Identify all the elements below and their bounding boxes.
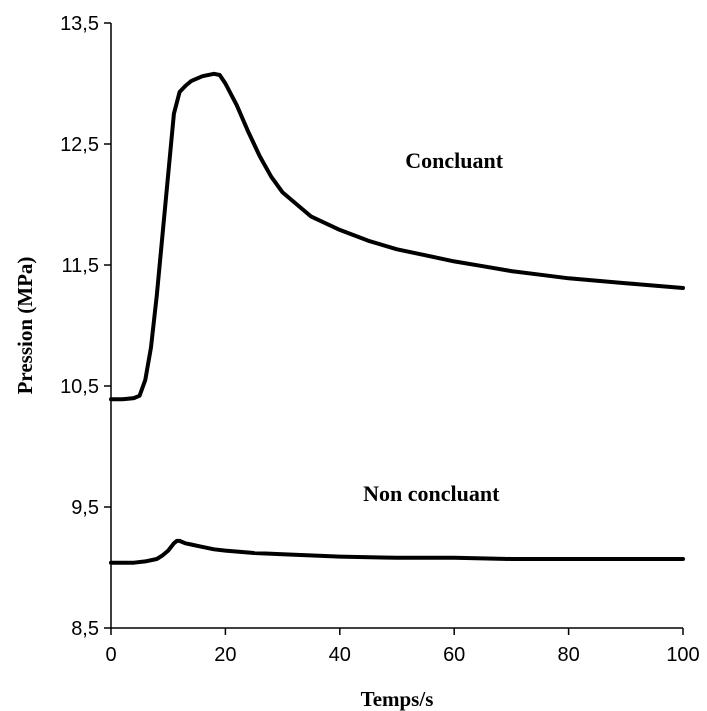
x-axis-ticks: 0 20 40 60 80 100: [105, 628, 700, 666]
x-tick-label: 0: [105, 644, 116, 666]
series-annotations: Concluant Non concluant: [363, 148, 504, 506]
y-tick-label: 8,5: [71, 618, 99, 640]
x-tick-label: 100: [666, 644, 699, 666]
series-line-1: [109, 538, 685, 565]
x-tick-label: 80: [557, 644, 579, 666]
y-axis-ticks: 8,5 9,5 10,5 11,5 12,5 13,5: [60, 13, 111, 640]
y-tick-label: 13,5: [60, 13, 99, 35]
series-line-0: [109, 71, 685, 402]
series-label: Concluant: [405, 148, 503, 173]
plot-area: 8,5 9,5 10,5 11,5 12,5 13,5 0 20 40 60 80 100 Conc…: [60, 13, 700, 666]
y-axis-title: Pression (MPa): [13, 257, 37, 395]
y-tick-label: 12,5: [60, 134, 99, 156]
series-label: Non concluant: [363, 481, 500, 506]
x-tick-label: 40: [329, 644, 351, 666]
x-tick-label: 20: [214, 644, 236, 666]
y-tick-label: 9,5: [71, 497, 99, 519]
series-lines: [109, 71, 685, 565]
y-tick-label: 11,5: [62, 255, 99, 277]
x-axis-title: Temps/s: [361, 687, 434, 711]
x-tick-label: 60: [443, 644, 465, 666]
y-tick-label: 10,5: [60, 376, 99, 398]
